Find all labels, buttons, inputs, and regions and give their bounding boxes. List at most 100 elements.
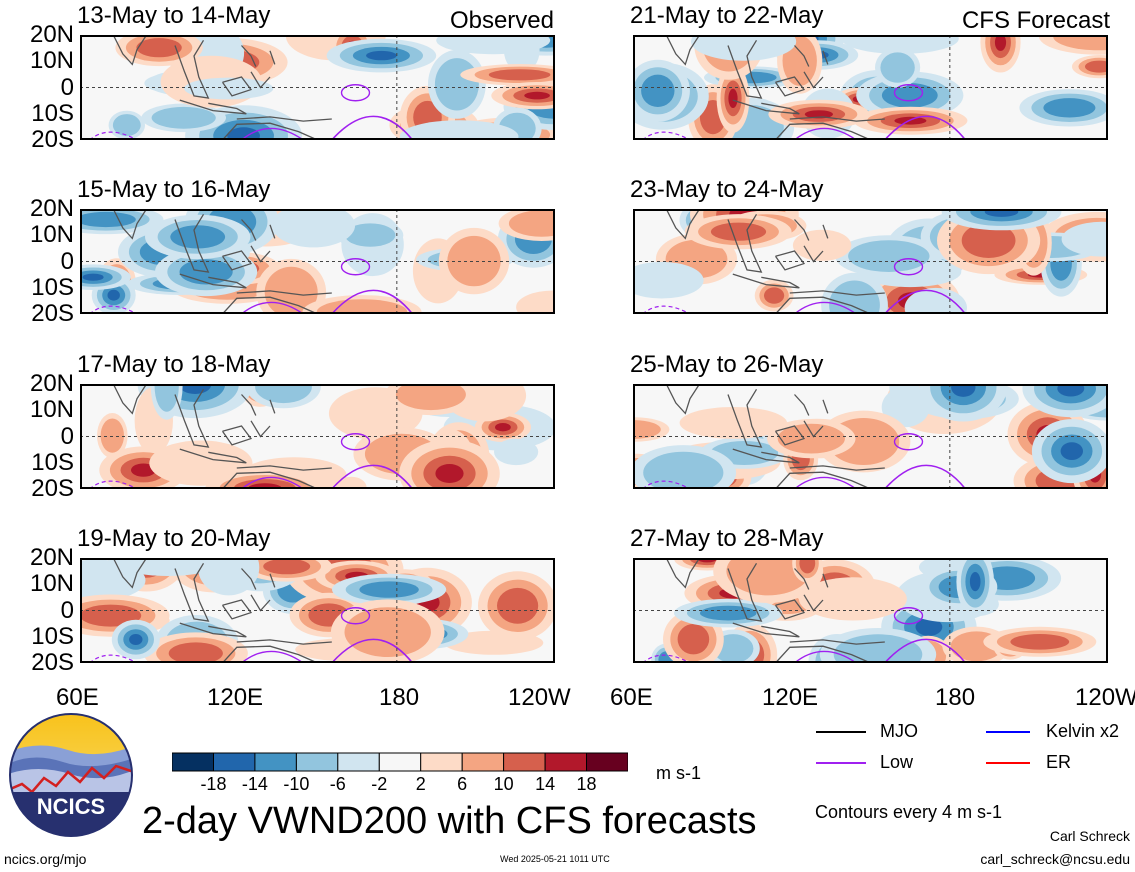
coastline xyxy=(221,425,253,446)
anomaly-contour xyxy=(227,127,260,140)
coastline xyxy=(789,639,885,645)
y-tick-label: 10S xyxy=(31,622,74,650)
coastline xyxy=(789,465,885,471)
anomaly-contour xyxy=(516,290,555,314)
map-panel xyxy=(633,384,1108,489)
coastline xyxy=(222,122,318,140)
anomaly-contour xyxy=(904,287,967,314)
anomaly-contour xyxy=(112,114,141,137)
x-tick-120e-left: 120E xyxy=(207,684,264,711)
coastline xyxy=(112,35,148,66)
anomaly-contour xyxy=(149,440,253,486)
coastline xyxy=(222,645,318,663)
legend-line-mjo xyxy=(816,731,866,733)
x-tick-120w-left: 120W xyxy=(508,684,571,711)
anomaly-contour xyxy=(488,69,551,81)
anomaly-contour xyxy=(1085,60,1108,73)
coastline xyxy=(174,562,210,622)
coastline xyxy=(241,219,257,241)
coastline xyxy=(665,35,701,66)
observed-label: Observed xyxy=(449,7,554,34)
x-tick-60e-right: 60E xyxy=(610,684,653,711)
coastline xyxy=(221,76,253,97)
low-contour xyxy=(642,480,691,489)
units-label: m s-1 xyxy=(656,763,701,783)
x-tick-120e-right: 120E xyxy=(762,684,819,711)
coastline xyxy=(774,250,806,271)
coastline xyxy=(727,388,763,448)
coastline xyxy=(732,448,800,464)
low-contour xyxy=(89,131,138,140)
low-contour xyxy=(340,433,371,451)
coastline xyxy=(112,384,148,415)
colorbar-tick-label: -10 xyxy=(283,774,310,794)
coastline xyxy=(794,394,810,416)
coastline xyxy=(822,573,829,588)
coastline xyxy=(241,568,257,590)
low-contour xyxy=(642,654,691,663)
low-contour xyxy=(241,301,304,314)
author-name: Carl Schreck xyxy=(1049,828,1130,844)
coastline xyxy=(732,99,800,115)
anomaly-contour xyxy=(1061,221,1108,257)
low-contour xyxy=(331,464,414,489)
anomaly-contour xyxy=(264,266,318,314)
coastline xyxy=(179,273,247,289)
anomaly-contour xyxy=(335,476,367,489)
map-panel xyxy=(633,35,1108,140)
coastline xyxy=(665,558,701,589)
coastline xyxy=(179,99,247,115)
y-tick-label: 10N xyxy=(29,396,74,424)
coastline xyxy=(269,224,276,239)
colorbar xyxy=(172,752,628,772)
low-contour xyxy=(893,84,924,102)
anomaly-contour xyxy=(798,577,907,621)
low-contour xyxy=(241,650,304,663)
low-contour xyxy=(794,127,857,140)
low-contour xyxy=(340,258,371,276)
anomaly-contour xyxy=(804,110,833,119)
anomaly-contour xyxy=(889,384,920,408)
x-tick-180-left: 180 xyxy=(379,684,420,711)
coastline xyxy=(269,573,276,588)
main-title: 2-day VWND200 with CFS forecasts xyxy=(142,800,757,842)
anomaly-contour xyxy=(129,634,143,645)
coastline xyxy=(727,213,763,273)
panel-frame xyxy=(80,558,555,663)
y-tick-label: 20S xyxy=(31,649,74,676)
panel-title: 23-May to 24-May xyxy=(630,176,824,203)
panel-frame xyxy=(80,384,555,489)
colorbar-tick-label: 14 xyxy=(535,774,556,794)
anomaly-contour xyxy=(691,35,797,61)
anomaly-contour xyxy=(80,604,142,627)
anomaly-contour xyxy=(504,35,540,73)
low-contour xyxy=(241,127,304,140)
anomaly-contour xyxy=(435,464,464,483)
legend-label-er: ER xyxy=(1046,752,1072,772)
y-tick-label: 10S xyxy=(31,99,74,127)
coastline xyxy=(174,39,210,99)
coastline xyxy=(775,645,871,663)
coastline xyxy=(221,599,253,620)
anomaly-contour xyxy=(359,581,419,598)
anomaly-contour xyxy=(726,558,810,596)
coastline xyxy=(775,296,871,314)
anomaly-contour xyxy=(443,630,544,655)
anomaly-contour xyxy=(100,418,124,453)
low-contour xyxy=(331,289,414,314)
colorbar-swatch xyxy=(420,752,463,772)
anomaly-contour xyxy=(495,423,511,432)
legend-label-kelvin: Kelvin x2 xyxy=(1046,721,1120,741)
coastline xyxy=(241,45,257,67)
anomaly-contour xyxy=(841,35,959,54)
coastline xyxy=(794,568,810,590)
anomaly-contour xyxy=(1053,35,1108,51)
anomaly-contour xyxy=(366,50,397,61)
low-contour xyxy=(893,607,924,625)
source-url: ncics.org/mjo xyxy=(4,851,87,867)
anomaly-contour xyxy=(151,106,216,129)
map-panel xyxy=(633,558,1108,663)
coastline xyxy=(789,116,885,122)
colorbar-tick-label: -18 xyxy=(200,774,227,794)
anomaly-contour xyxy=(915,618,943,636)
